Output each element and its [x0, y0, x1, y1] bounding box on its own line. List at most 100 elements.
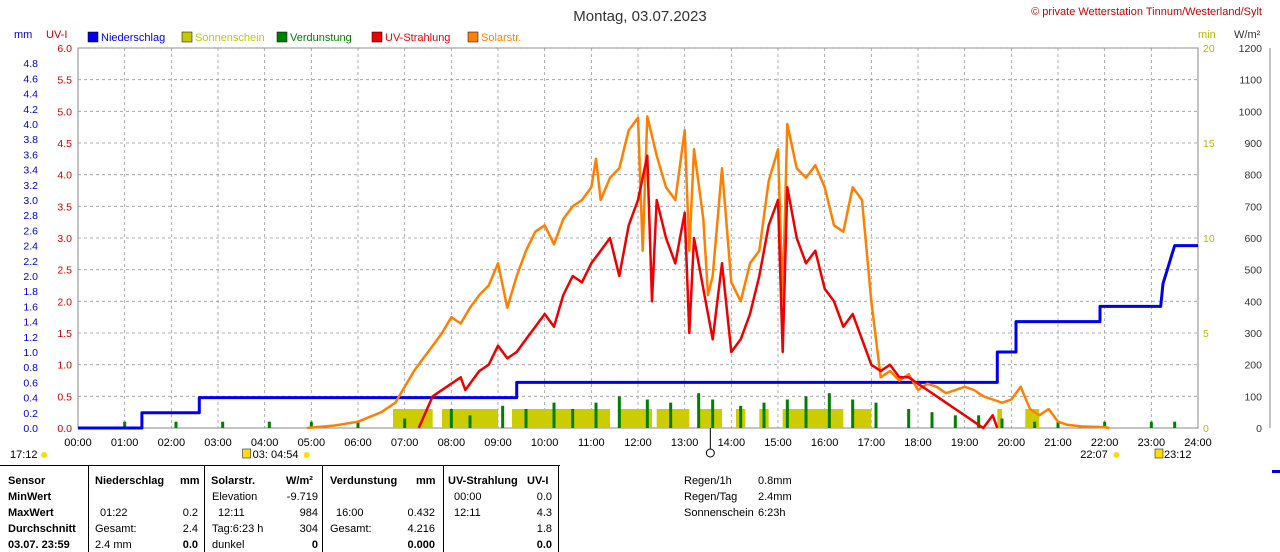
evaporation-mark [930, 412, 934, 428]
mm-tick-label: 3.8 [23, 134, 38, 146]
sunshine-block [782, 409, 844, 428]
verdunstung-unit: mm [416, 475, 436, 487]
x-tick-label: 21:00 [1044, 437, 1072, 449]
evaporation-mark [594, 402, 598, 428]
mm-tick-label: 4.6 [23, 73, 38, 85]
min-tick-label: 20 [1203, 43, 1215, 55]
wm2-tick-label: 500 [1244, 265, 1262, 277]
mm-tick-label: 3.6 [23, 149, 38, 161]
x-tick-label: 15:00 [764, 437, 792, 449]
wm2-tick-label: 1100 [1239, 75, 1262, 87]
uvi-tick-label: 5.0 [57, 106, 72, 118]
evaporation-mark [309, 421, 313, 428]
mm-tick-label: 0.6 [23, 377, 38, 389]
solar-unit: W/m² [286, 475, 313, 487]
evaporation-mark [617, 396, 621, 428]
min-tick-label: 5 [1203, 328, 1209, 340]
uvi-tick-label: 1.5 [57, 328, 72, 340]
evaporation-mark [645, 399, 649, 428]
mm-tick-label: 0.0 [23, 423, 38, 435]
series-line-uvstrahlung [417, 154, 999, 430]
wm2-tick-label: 1200 [1239, 43, 1263, 55]
row-label-date: 03.07. 23:59 [8, 539, 70, 551]
x-tick-label: 04:00 [251, 437, 279, 449]
x-tick-label: 03:00 [204, 437, 232, 449]
uvi-tick-label: 4.5 [57, 138, 72, 150]
legend-label: Verdunstung [290, 32, 352, 44]
niederschlag-total-value: 2.4 [182, 523, 198, 535]
sunshine-block [852, 409, 872, 428]
x-tick-label: 01:00 [111, 437, 139, 449]
evaporation-mark [851, 399, 855, 428]
sunshine-block [512, 409, 610, 428]
x-tick-label: 23:00 [1138, 437, 1166, 449]
solar-header: Solarstr. [211, 475, 256, 487]
uv-max-time: 12:11 [454, 507, 481, 519]
sunrise-label: 03: 04:54 [253, 449, 299, 461]
mm-tick-label: 1.0 [23, 347, 38, 359]
wm2-tick-label: 300 [1244, 328, 1262, 340]
uv-min-value: 0.0 [536, 491, 552, 503]
uvi-tick-label: 6.0 [57, 43, 72, 55]
evaporation-mark [739, 405, 743, 428]
x-tick-label: 22:00 [1091, 437, 1119, 449]
evaporation-mark [468, 415, 472, 428]
mm-tick-label: 1.6 [23, 301, 38, 313]
sunshine-block [698, 409, 722, 428]
x-tick-label: 02:00 [158, 437, 186, 449]
verdunstung-total-value: 4.216 [407, 523, 435, 535]
legend-label: Solarstr. [481, 32, 521, 44]
x-tick-label: 07:00 [391, 437, 419, 449]
uvi-tick-label: 2.5 [57, 265, 72, 277]
uvi-tick-label: 0.5 [57, 391, 72, 403]
legend-label: UV-Strahlung [385, 32, 450, 44]
scroll-indicator [1272, 470, 1280, 473]
solar-elevation-label: Elevation [212, 491, 258, 503]
sunset-icon [1154, 448, 1164, 459]
extra-label-regen-1h: Regen/1h [684, 475, 732, 487]
uvi-tick-label: 5.5 [57, 75, 72, 87]
verdunstung-max-value: 0.432 [407, 507, 435, 519]
sun-icon [1113, 452, 1120, 458]
chart-title: Montag, 03.07.2023 [573, 8, 706, 25]
mm-tick-label: 4.2 [23, 104, 38, 116]
x-tick-label: 10:00 [531, 437, 559, 449]
x-tick-label: 11:00 [578, 437, 605, 449]
legend-swatch [371, 31, 383, 43]
evaporation-mark [449, 409, 453, 428]
x-tick-label: 16:00 [811, 437, 839, 449]
evaporation-mark [907, 409, 911, 428]
sunshine-block [619, 409, 652, 428]
evaporation-mark [827, 393, 831, 428]
solar-current-value: 0 [311, 539, 318, 551]
evaporation-mark [403, 418, 407, 428]
evaporation-mark [267, 421, 271, 428]
evaporation-mark [1000, 418, 1004, 428]
x-tick-label: 08:00 [438, 437, 466, 449]
legend-swatch [276, 31, 288, 43]
x-tick-label: 24:00 [1184, 437, 1212, 449]
solar-dark-label: dunkel [212, 539, 245, 551]
credit-text: © private Wetterstation Tinnum/Westerlan… [1031, 6, 1262, 18]
sun-marker-right: 23:12 [1164, 449, 1192, 461]
uvi-tick-label: 4.0 [57, 170, 72, 182]
extra-label-regen-tag: Regen/Tag [684, 491, 738, 503]
evaporation-mark [356, 421, 360, 428]
uv-current-value: 0.0 [536, 539, 552, 551]
solar-avg-value: 304 [299, 523, 318, 535]
row-label-durchschnitt: Durchschnitt [8, 523, 76, 535]
wm2-tick-label: 700 [1244, 201, 1262, 213]
niederschlag-total-label: Gesamt: [95, 523, 137, 535]
x-tick-label: 00:00 [64, 437, 92, 449]
niederschlag-current-value: 0.0 [182, 539, 198, 551]
solar-elevation-value: -9.719 [286, 491, 318, 503]
evaporation-mark [1033, 421, 1037, 428]
extra-value-regen-tag: 2.4mm [758, 491, 792, 503]
x-tick-label: 12:00 [624, 437, 652, 449]
x-tick-label: 05:00 [298, 437, 326, 449]
mm-tick-label: 0.8 [23, 362, 38, 374]
x-tick-label: 13:00 [671, 437, 699, 449]
sunshine-block [393, 409, 433, 428]
axis-unit-min: min [1198, 29, 1216, 41]
